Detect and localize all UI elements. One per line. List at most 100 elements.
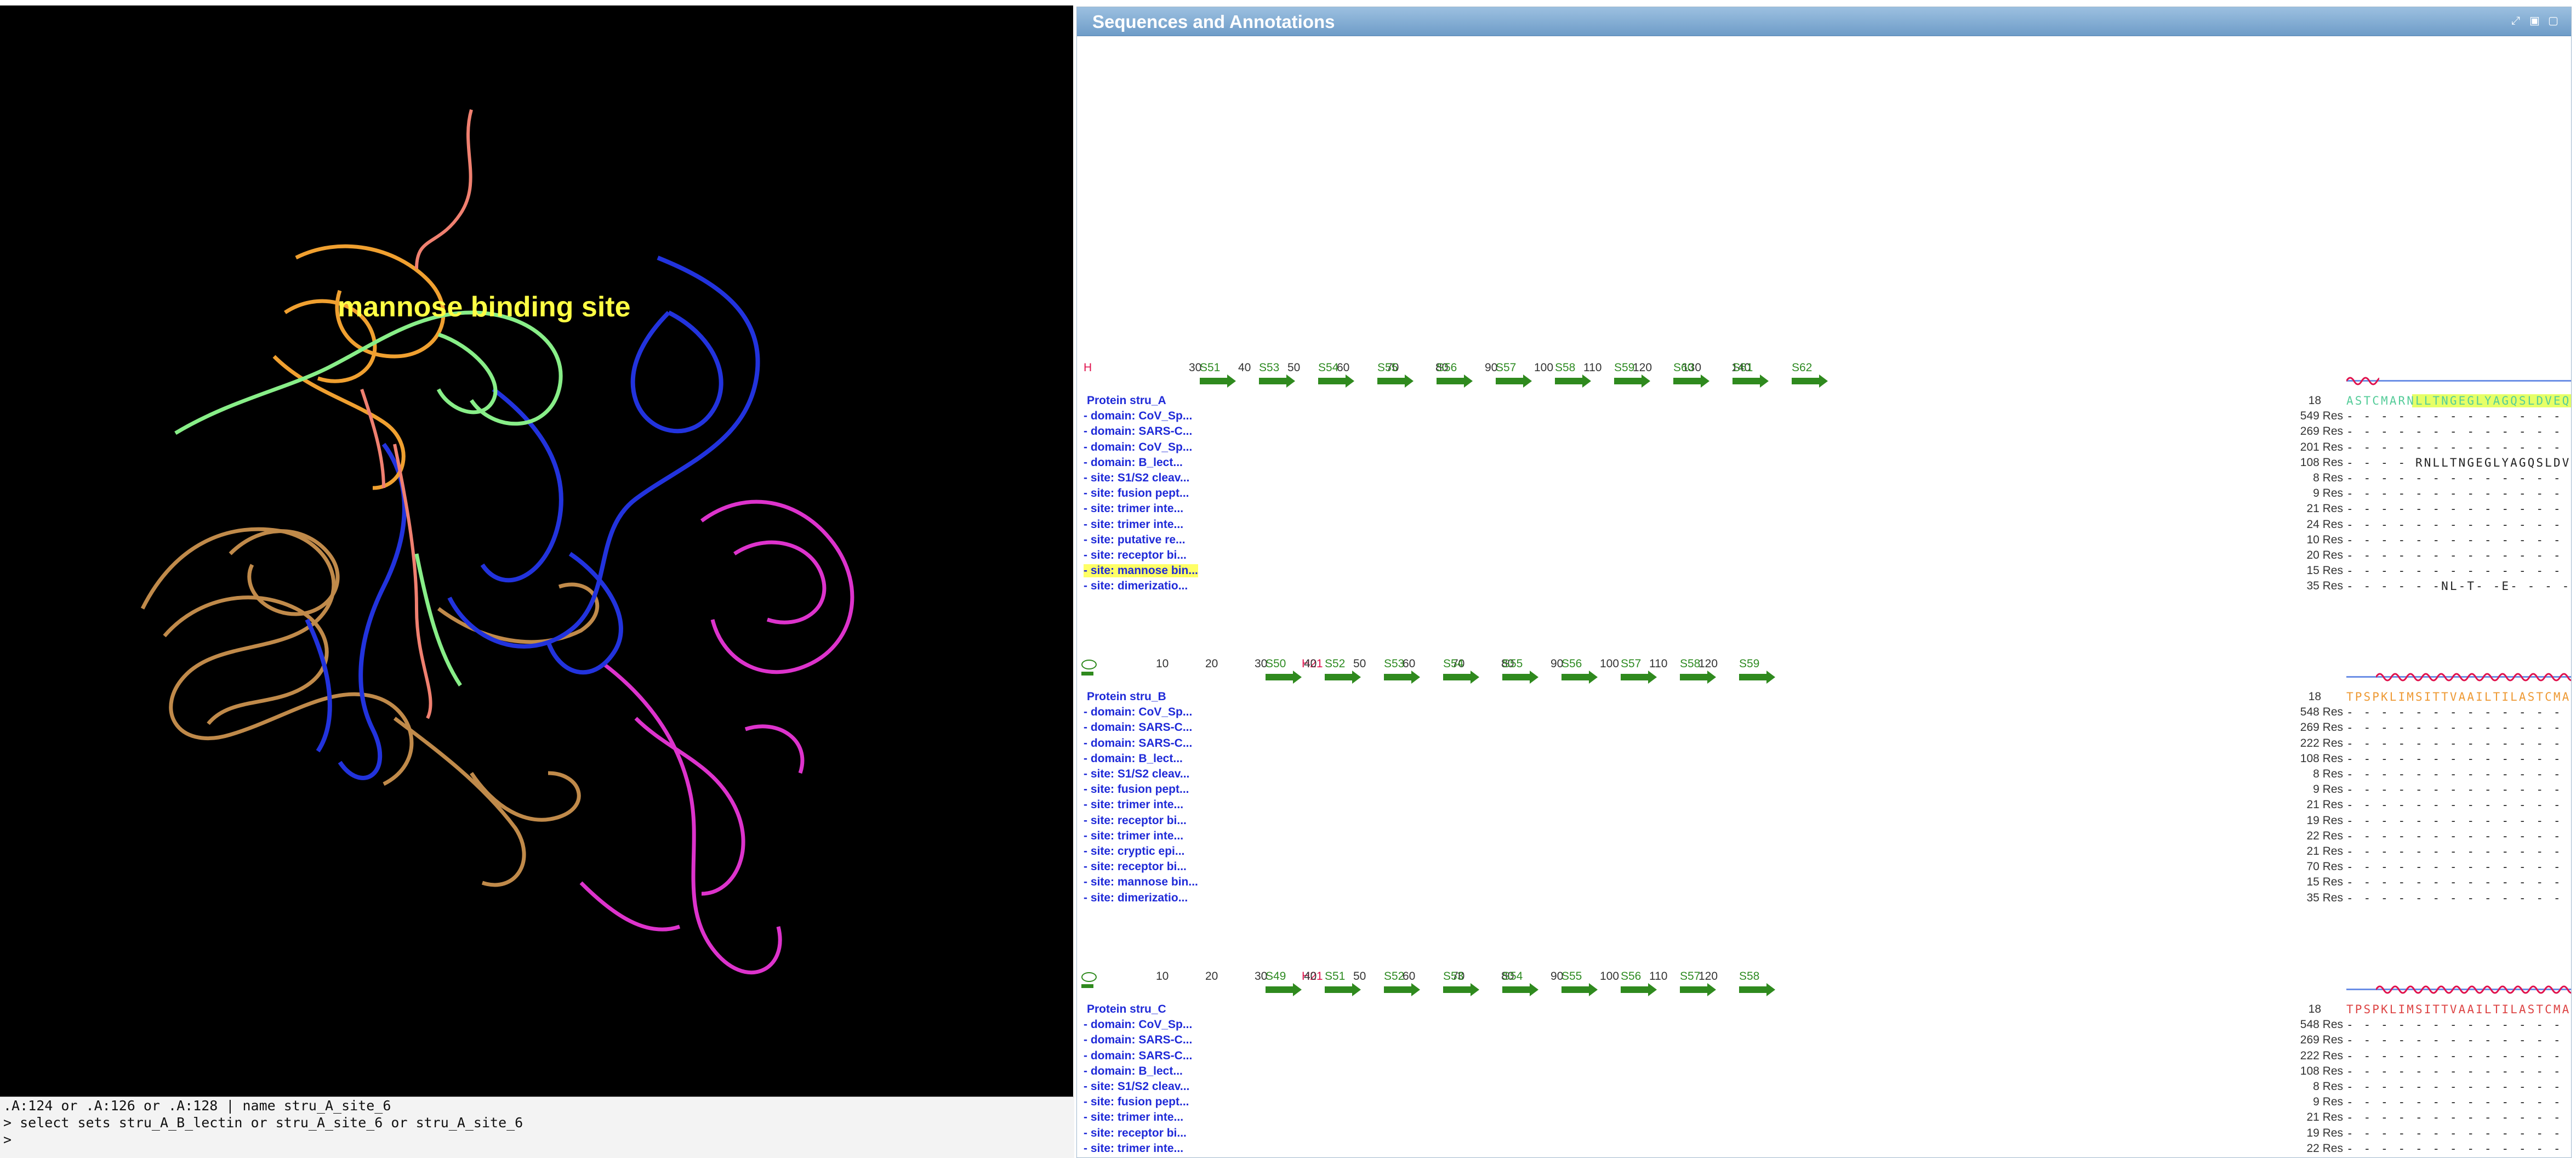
- residue-count: 24 Res: [2306, 518, 2343, 531]
- annotation-label[interactable]: - site: S1/S2 cleav...: [1084, 472, 1190, 484]
- annotation-label[interactable]: - domain: B_lect...: [1084, 456, 1183, 469]
- annotation-track[interactable]: - - - - - - - - - - - - - - - - - - - - …: [2346, 1064, 2571, 1078]
- annotation-track[interactable]: - - - - - -NL-T- -E- - - - - - - - - - -…: [2346, 580, 2571, 593]
- annotation-track[interactable]: - - - - - - - - - - - - - - - - - - - - …: [2346, 487, 2571, 501]
- annotation-track[interactable]: - - - - - - - - - - - - - - - - - - - - …: [2346, 1080, 2571, 1093]
- annotation-track[interactable]: - - - - - - - - - - - - - - - - - - - - …: [2346, 721, 2571, 735]
- annotation-track[interactable]: - - - - - - - - - - - - - - - - - - - - …: [2346, 472, 2571, 485]
- annotation-track[interactable]: - - - - - - - - - - - - - - - - - - - - …: [2346, 549, 2571, 562]
- annotation-track[interactable]: - - - - - - - - - - - - - - - - - - - - …: [2346, 1142, 2571, 1155]
- annotation-label[interactable]: - site: receptor bi...: [1084, 814, 1187, 827]
- strand-label: S61: [1732, 361, 1753, 374]
- annotation-label[interactable]: - domain: SARS-C...: [1084, 1049, 1193, 1062]
- annotation-label[interactable]: - site: S1/S2 cleav...: [1084, 768, 1190, 780]
- close-icon[interactable]: ▢: [2548, 15, 2558, 27]
- protein-name[interactable]: Protein stru_C: [1087, 1003, 1166, 1015]
- annotation-label[interactable]: - site: trimer inte...: [1084, 502, 1184, 515]
- annotation-label[interactable]: - domain: CoV_Sp...: [1084, 1018, 1193, 1031]
- protein-sequence[interactable]: TPSPKLIMSITTVAAILTILASTCMARNLLTNGEGLYAGQ…: [2346, 690, 2572, 703]
- protein-sequence[interactable]: ASTCMARNLLTNGEGLYAGQSLDVEQYKFIMQDDCNLVLY…: [2346, 394, 2571, 407]
- annotation-label[interactable]: - domain: SARS-C...: [1084, 736, 1193, 750]
- strand-arrow: [1377, 374, 1414, 388]
- annotation-track[interactable]: - - - - - - - - - - - - - - - - - - - - …: [2346, 564, 2571, 578]
- residue-count: 19 Res: [2306, 814, 2343, 827]
- annotation-track[interactable]: - - - - - - - - - - - - - - - - - - - - …: [2346, 798, 2571, 812]
- annotation-label[interactable]: - domain: CoV_Sp...: [1084, 410, 1193, 423]
- selection-label: mannose binding site: [338, 291, 631, 323]
- annotation-track[interactable]: - - - - - - - - - - - - - - - - - - - - …: [2346, 410, 2571, 423]
- annotation-label[interactable]: - site: cryptic epi...: [1084, 845, 1185, 858]
- annotation-track[interactable]: - - - - - - - - - - - - - - - - - - - - …: [2346, 876, 2571, 889]
- annotation-track[interactable]: - - - - - - - - - - - - - - - - - - - - …: [2346, 533, 2571, 547]
- annotation-label[interactable]: - site: mannose bin...: [1084, 876, 1198, 889]
- annotation-label[interactable]: - site: trimer inte...: [1084, 1142, 1184, 1155]
- structure-viewer[interactable]: mannose binding site: [0, 5, 1073, 1097]
- annotation-label[interactable]: - site: trimer inte...: [1084, 518, 1184, 531]
- strand-arrow: [1266, 671, 1302, 684]
- annotation-label[interactable]: - site: putative re...: [1084, 533, 1186, 546]
- annotation-label[interactable]: - site: dimerizatio...: [1084, 891, 1188, 904]
- annotation-label[interactable]: - site: mannose bin...: [1084, 564, 1198, 578]
- eye-icon[interactable]: [1081, 660, 1097, 669]
- residue-count: 20 Res: [2306, 549, 2343, 561]
- annotation-label[interactable]: - site: receptor bi...: [1084, 1126, 1187, 1139]
- annotation-track[interactable]: - - - - - - - - - - - - - - - - - - - - …: [2346, 814, 2571, 827]
- annotation-track[interactable]: - - - - - - - - - - - - - - - - - - - - …: [2346, 425, 2571, 439]
- annotation-label[interactable]: - domain: SARS-C...: [1084, 425, 1193, 438]
- annotation-track[interactable]: - - - - - - - - - - - - - - - - - - - - …: [2346, 829, 2571, 843]
- annotation-track[interactable]: - - - - - - - - - - - - - - - - - - - - …: [2346, 1126, 2571, 1140]
- eye-icon[interactable]: [1081, 972, 1097, 982]
- annotation-track[interactable]: - - - - - - - - - - - - - - - - - - - - …: [2346, 891, 2571, 905]
- residue-count: 70 Res: [2306, 860, 2343, 873]
- annotation-label[interactable]: - domain: B_lect...: [1084, 1064, 1183, 1077]
- panel-header[interactable]: Sequences and Annotations ⤢ ▣ ▢: [1077, 7, 2571, 36]
- annotation-label[interactable]: - domain: CoV_Sp...: [1084, 440, 1193, 453]
- annotation-track[interactable]: - - - - - - - - - - - - - - - - - - - - …: [2346, 518, 2571, 531]
- residue-number: 60: [1337, 361, 1350, 374]
- annotation-track[interactable]: - - - - - - - - - - - - - - - - - - - - …: [2346, 1095, 2571, 1109]
- console-prompt[interactable]: >: [3, 1132, 12, 1148]
- annotation-track[interactable]: - - - - - - - - - - - - - - - - - - - - …: [2346, 440, 2571, 454]
- annotation-label[interactable]: - domain: SARS-C...: [1084, 1034, 1193, 1047]
- annotation-label[interactable]: - site: fusion pept...: [1084, 487, 1189, 500]
- annotation-label[interactable]: - site: trimer inte...: [1084, 829, 1184, 842]
- strand-label: S59: [1614, 361, 1635, 374]
- annotation-label[interactable]: - site: fusion pept...: [1084, 783, 1189, 796]
- annotation-track[interactable]: - - - - RNLLTNGEGLYAGQSLDVEQYKFIMQDDCNLV…: [2346, 456, 2571, 469]
- command-console[interactable]: .A:124 or .A:126 or .A:128 | name stru_A…: [0, 1097, 1074, 1158]
- annotation-track[interactable]: - - - - - - - - - - - - - - - - - - - - …: [2346, 752, 2571, 765]
- annotation-track[interactable]: - - - - - - - - - - - - - - - - - - - - …: [2346, 845, 2571, 858]
- annotation-label[interactable]: - site: dimerizatio...: [1084, 580, 1188, 593]
- annotation-label[interactable]: - site: trimer inte...: [1084, 798, 1184, 811]
- protein-sequence[interactable]: TPSPKLIMSITTVAAILTILASTCMARNLLTNGEGLYAGQ…: [2346, 1003, 2572, 1016]
- annotation-track[interactable]: - - - - - - - - - - - - - - - - - - - - …: [2346, 736, 2571, 750]
- helix-label: H21: [1302, 970, 1323, 983]
- annotation-label[interactable]: - site: receptor bi...: [1084, 549, 1187, 561]
- annotation-label[interactable]: - site: fusion pept...: [1084, 1095, 1189, 1109]
- annotation-label[interactable]: - domain: B_lect...: [1084, 752, 1183, 765]
- annotation-label[interactable]: - domain: SARS-C...: [1084, 721, 1193, 734]
- annotation-track[interactable]: - - - - - - - - - - - - - - - - - - - - …: [2346, 1018, 2571, 1032]
- residue-count: 21 Res: [2306, 1111, 2343, 1124]
- annotation-track[interactable]: - - - - - - - - - - - - - - - - - - - - …: [2346, 502, 2571, 516]
- expand-icon[interactable]: ⤢: [2511, 15, 2520, 27]
- annotation-label[interactable]: - site: S1/S2 cleav...: [1084, 1080, 1190, 1093]
- annotation-track[interactable]: - - - - - - - - - - - - - - - - - - - - …: [2346, 783, 2571, 797]
- annotation-track[interactable]: - - - - - - - - - - - - - - - - - - - - …: [2346, 1049, 2571, 1063]
- structure-render[interactable]: [0, 5, 1073, 1097]
- annotation-label[interactable]: - site: trimer inte...: [1084, 1111, 1184, 1124]
- annotation-track[interactable]: - - - - - - - - - - - - - - - - - - - - …: [2346, 1034, 2571, 1047]
- annotation-track[interactable]: - - - - - - - - - - - - - - - - - - - - …: [2346, 768, 2571, 781]
- annotation-track[interactable]: - - - - - - - - - - - - - - - - - - - - …: [2346, 1111, 2571, 1125]
- annotation-track[interactable]: - - - - - - - - - - - - - - - - - - - - …: [2346, 706, 2571, 719]
- protein-name[interactable]: Protein stru_B: [1087, 690, 1166, 703]
- strand-arrow: [1680, 983, 1716, 996]
- annotation-label[interactable]: - site: receptor bi...: [1084, 860, 1187, 873]
- strand-arrow: [1266, 983, 1302, 996]
- sequence-area[interactable]: H 30 40 50 60 70 80 90 100 110 120 130 140 S51 S53 S54 S…: [1077, 7, 2571, 1157]
- residue-count: 269 Res: [2300, 1034, 2343, 1047]
- annotation-label[interactable]: - domain: CoV_Sp...: [1084, 706, 1193, 719]
- annotation-track[interactable]: - - - - - - - - - - - - - - - - - - - - …: [2346, 860, 2571, 874]
- protein-name[interactable]: Protein stru_A: [1087, 394, 1166, 407]
- minimize-icon[interactable]: ▣: [2529, 15, 2540, 27]
